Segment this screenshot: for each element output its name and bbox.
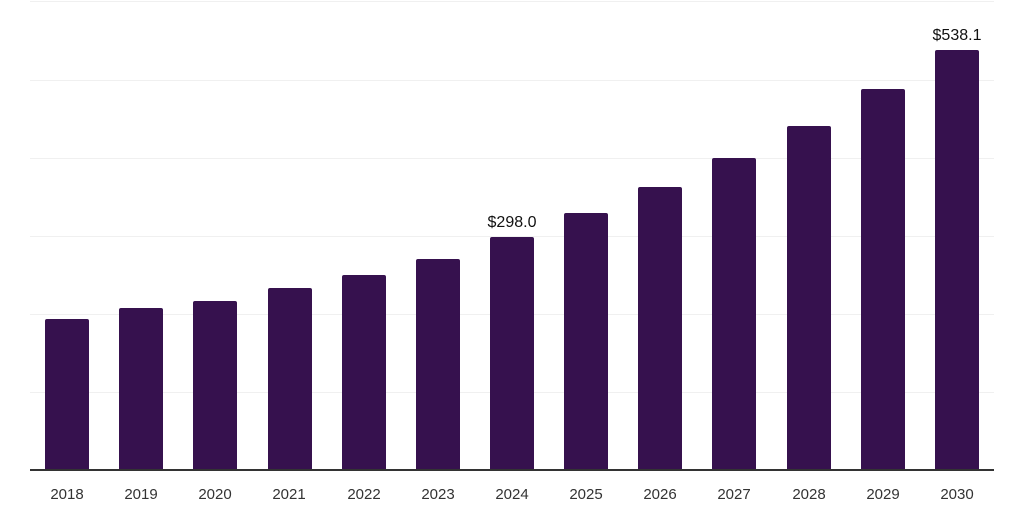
- data-label-2030: $538.1: [932, 27, 982, 44]
- bar-2023: [416, 259, 460, 470]
- bar-2030: [935, 50, 979, 470]
- x-tick-label-2019: 2019: [124, 486, 158, 503]
- x-tick-label-2030: 2030: [940, 486, 974, 503]
- x-tick-label-2022: 2022: [347, 486, 381, 503]
- gridline-600: [30, 1, 994, 2]
- bar-2020: [193, 301, 237, 470]
- bar-2019: [119, 308, 163, 470]
- bar-2027: [712, 158, 756, 470]
- x-tick-label-2020: 2020: [198, 486, 232, 503]
- x-axis-line: [30, 469, 994, 471]
- bar-2024: [490, 237, 534, 470]
- x-tick-label-2021: 2021: [272, 486, 306, 503]
- data-label-2024: $298.0: [487, 214, 537, 231]
- gridline-500: [30, 80, 994, 81]
- bar-2021: [268, 288, 312, 470]
- bar-2022: [342, 275, 386, 470]
- x-tick-label-2027: 2027: [717, 486, 751, 503]
- x-tick-label-2028: 2028: [792, 486, 826, 503]
- x-tick-label-2024: 2024: [495, 486, 529, 503]
- x-tick-label-2026: 2026: [643, 486, 677, 503]
- x-tick-label-2025: 2025: [569, 486, 603, 503]
- x-tick-label-2029: 2029: [866, 486, 900, 503]
- bar-2018: [45, 319, 89, 470]
- x-tick-label-2018: 2018: [50, 486, 84, 503]
- gridline-400: [30, 158, 994, 159]
- bar-2028: [787, 126, 831, 470]
- bar-2029: [861, 89, 905, 470]
- bar-2025: [564, 213, 608, 470]
- x-tick-label-2023: 2023: [421, 486, 455, 503]
- gridline-300: [30, 236, 994, 237]
- bar-2026: [638, 187, 682, 470]
